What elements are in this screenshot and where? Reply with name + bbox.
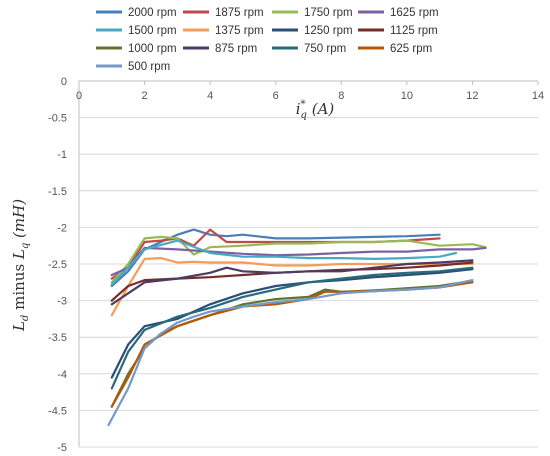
x-tick-label: 8 xyxy=(338,90,344,102)
x-tick-label: 12 xyxy=(466,90,478,102)
legend-label: 1500 rpm xyxy=(128,25,177,37)
y-tick-label: -4 xyxy=(57,369,67,381)
legend-label: 1125 rpm xyxy=(390,25,438,37)
series-line-1125-rpm xyxy=(110,261,474,302)
legend-label: 1750 rpm xyxy=(304,7,353,19)
y-axis-title: Ld minus Lq (mH) xyxy=(10,199,31,332)
y-tick-label: -0.5 xyxy=(48,113,67,125)
axes: 0 -0.5 -1 -1.5 -2 -2.5 -3 -3.5 -4 -4.5 -5 0 2 4 6 8 10 12… xyxy=(48,76,544,454)
x-tick-label: 2 xyxy=(142,90,148,102)
series-line-875-rpm xyxy=(110,259,474,306)
legend: 2000 rpm 1875 rpm 1750 rpm 1625 rpm 1500 rpm… xyxy=(96,7,439,73)
y-tick-label: -3 xyxy=(57,296,67,308)
legend-label: 1875 rpm xyxy=(215,7,264,19)
legend-label: 1625 rpm xyxy=(390,7,439,19)
series-lines xyxy=(107,228,487,427)
legend-label: 625 rpm xyxy=(390,43,432,55)
x-tick-label: 14 xyxy=(532,90,544,102)
series-line-1750-rpm xyxy=(110,235,487,284)
y-tick-label: -5 xyxy=(57,442,67,454)
x-tick-label: 10 xyxy=(401,90,413,102)
x-tick-label: 0 xyxy=(76,90,82,102)
series-line-1250-rpm xyxy=(110,268,474,379)
y-tick-label: -2.5 xyxy=(48,259,67,271)
y-tick-label: -1.5 xyxy=(48,186,67,198)
y-tick-label: 0 xyxy=(61,76,67,88)
y-tick-label: -4.5 xyxy=(48,405,67,417)
y-tick-label: -1 xyxy=(57,149,67,161)
y-tick-label: -2 xyxy=(57,222,67,234)
x-tick-label: 6 xyxy=(273,90,279,102)
legend-label: 875 rpm xyxy=(215,43,257,55)
series-line-1500-rpm xyxy=(110,239,458,286)
legend-label: 1250 rpm xyxy=(304,25,353,37)
series-line-750-rpm xyxy=(110,266,474,390)
legend-label: 2000 rpm xyxy=(128,7,177,19)
legend-label: 1000 rpm xyxy=(128,43,177,55)
x-tick-label: 4 xyxy=(207,90,213,102)
legend-label: 750 rpm xyxy=(304,43,346,55)
legend-label: 1375 rpm xyxy=(215,25,264,37)
series-line-1375-rpm xyxy=(110,257,474,317)
series-line-500-rpm xyxy=(107,279,474,427)
x-axis-title: i* q (A) xyxy=(296,99,335,121)
y-tick-label: -3.5 xyxy=(48,332,67,344)
legend-label: 500 rpm xyxy=(128,61,170,73)
